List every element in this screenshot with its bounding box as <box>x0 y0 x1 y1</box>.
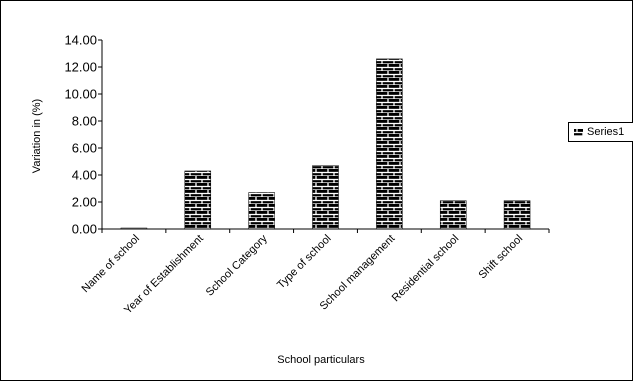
bars-group <box>120 58 531 230</box>
x-tick-label: Name of school <box>80 233 143 296</box>
y-tick-label: 0.00 <box>72 222 97 237</box>
y-tick-label: 8.00 <box>72 114 97 129</box>
legend-swatch-series1 <box>574 129 583 136</box>
bar-2 <box>248 192 275 230</box>
bar-1 <box>184 170 212 230</box>
x-tick-label: Residential school <box>390 233 462 305</box>
y-tick-label: 2.00 <box>72 195 97 210</box>
y-tick-labels: 0.00 2.00 4.00 6.00 8.00 10.00 12.00 14.00 <box>64 33 102 237</box>
x-axis-label: School particulars <box>277 354 365 366</box>
bar-5 <box>439 200 467 230</box>
y-tick-label: 14.00 <box>64 33 97 48</box>
y-tick-label: 12.00 <box>64 60 97 75</box>
legend: Series1 <box>568 122 633 142</box>
bar-6 <box>503 200 531 230</box>
x-tick-label: Shift school <box>476 233 525 282</box>
y-tick-label: 4.00 <box>72 168 97 183</box>
y-tick-label: 10.00 <box>64 87 97 102</box>
x-tick-label: Type of school <box>275 233 334 292</box>
x-tick-label: School Category <box>204 232 270 298</box>
y-axis-label: Variation in (%) <box>31 99 43 173</box>
legend-label-series1: Series1 <box>587 126 625 138</box>
y-tick-label: 6.00 <box>72 141 97 156</box>
bar-4 <box>376 58 403 230</box>
bar-3 <box>312 165 339 230</box>
axes-group <box>101 40 549 230</box>
